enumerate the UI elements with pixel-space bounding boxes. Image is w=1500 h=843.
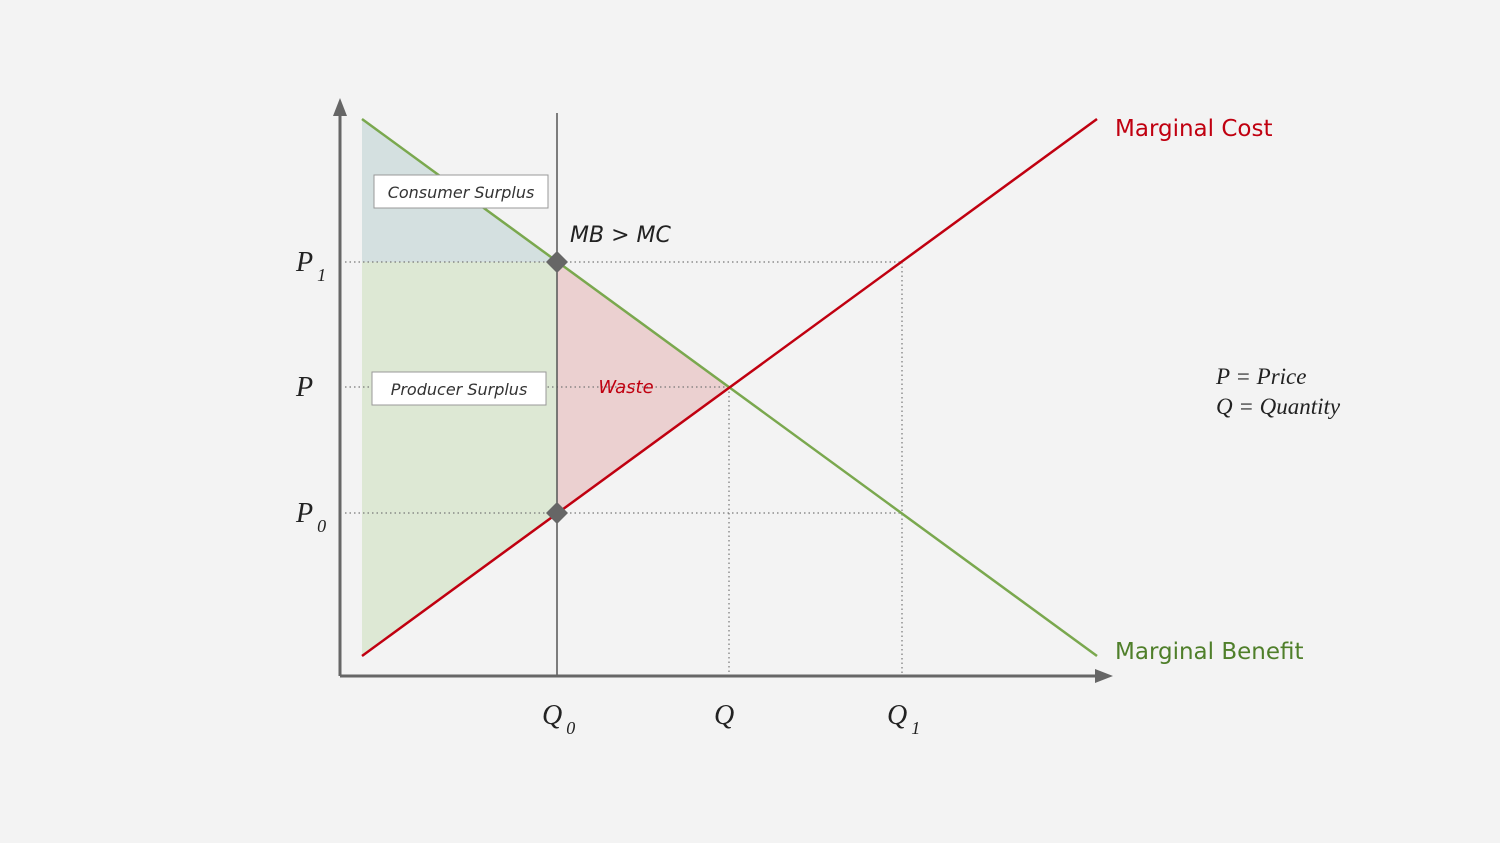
- axis-subscript: 1: [911, 718, 920, 738]
- producer-surplus-area: [362, 262, 557, 656]
- y-axis-arrow: [333, 98, 347, 116]
- axis-subscript: 0: [317, 516, 326, 536]
- label-box: [371, 371, 547, 406]
- point-marker: [546, 502, 568, 524]
- annotation: MB > MC: [570, 223, 671, 248]
- axis-symbol: P: [295, 498, 313, 529]
- axis-subscript: 0: [566, 718, 575, 738]
- label-box: [373, 174, 549, 209]
- consumer-surplus-label: Consumer Surplus: [388, 183, 535, 202]
- x-axis-arrow: [1095, 669, 1113, 683]
- axis-symbol: Q: [714, 700, 734, 731]
- producer-surplus-label: Producer Surplus: [391, 380, 528, 399]
- axis-symbol: Q: [542, 700, 562, 731]
- axis-symbol: P: [295, 247, 313, 278]
- axis-subscript: 1: [317, 265, 326, 285]
- axis-symbol: Q: [887, 700, 907, 731]
- waste-label: Waste: [598, 377, 653, 398]
- key-entry: Q = Quantity: [1216, 394, 1341, 419]
- marginal-benefit-label: Marginal Benefit: [1115, 639, 1304, 665]
- axis-symbol: P: [295, 372, 313, 403]
- axis-label: Q: [714, 700, 734, 731]
- marginal-cost-label: Marginal Cost: [1115, 116, 1273, 142]
- axis-label: P: [295, 372, 313, 403]
- marginal-cost-curve: [361, 117, 1098, 658]
- point-marker: [546, 251, 568, 273]
- key-entry: P = Price: [1215, 364, 1306, 389]
